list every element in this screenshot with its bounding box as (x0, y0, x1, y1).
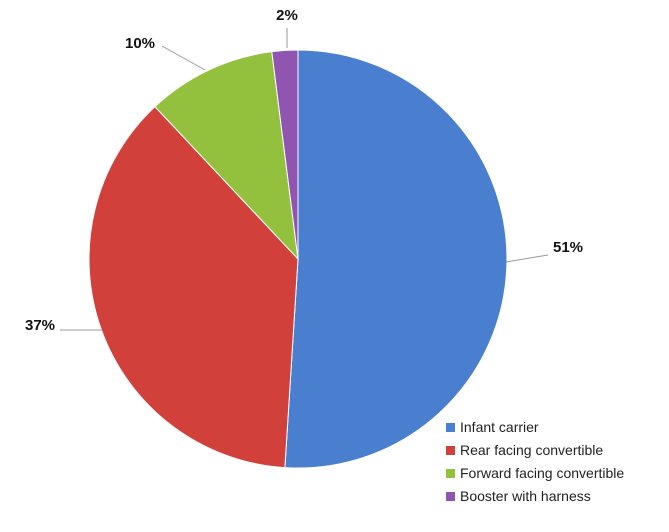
legend-swatch (446, 469, 455, 478)
value-label: 51% (553, 239, 583, 256)
leader-line (505, 254, 549, 263)
pie-slices (88, 49, 508, 469)
legend-label: Booster with harness (460, 488, 591, 504)
pie-slice-forward-facing-convertible (154, 51, 299, 261)
value-label: 2% (276, 7, 298, 24)
legend-swatch (446, 446, 455, 455)
value-label: 10% (125, 35, 155, 52)
legend-swatch (446, 492, 455, 501)
leader-line (161, 45, 206, 71)
legend-label: Infant carrier (460, 419, 539, 435)
pie-slice-booster-with-harness (271, 49, 299, 260)
value-labels: 51% 37% 10% 2% (25, 7, 583, 334)
legend: Infant carrier Rear facing convertible For… (446, 419, 624, 504)
legend-label: Rear facing convertible (460, 442, 603, 458)
value-label: 37% (25, 317, 55, 334)
pie-slice-infant-carrier (284, 49, 508, 469)
legend-swatch (446, 423, 455, 432)
leader-lines (60, 28, 549, 331)
legend-label: Forward facing convertible (460, 465, 624, 481)
